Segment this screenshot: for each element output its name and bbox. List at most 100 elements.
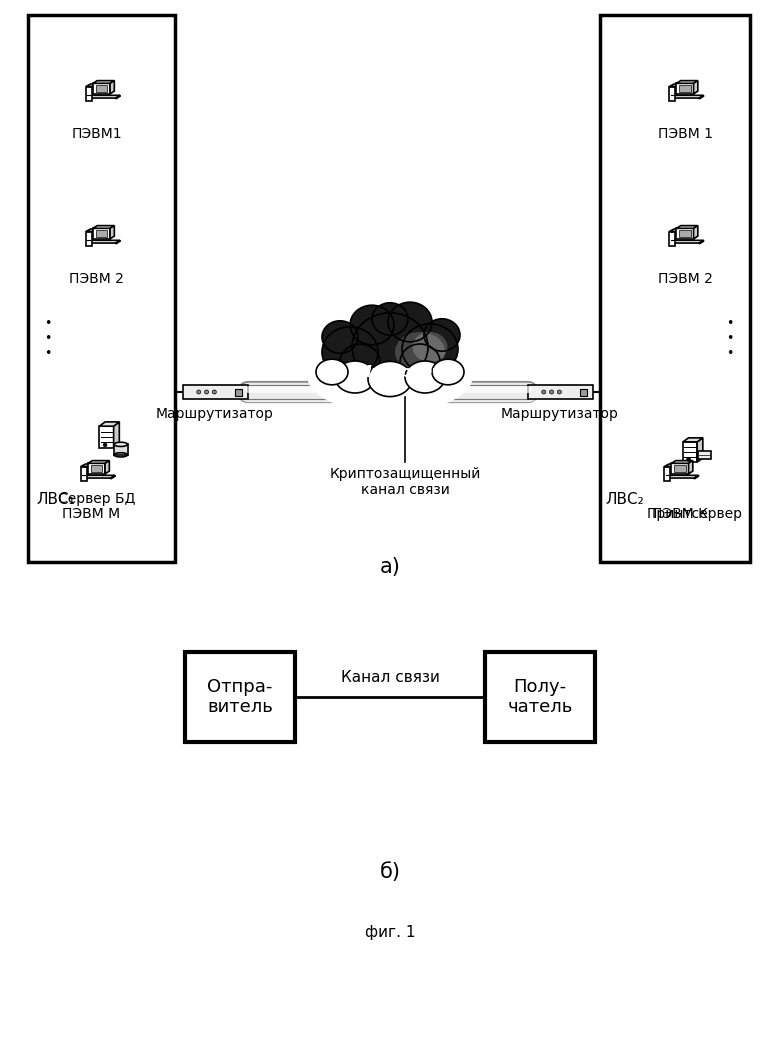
Polygon shape [93, 83, 110, 94]
Ellipse shape [368, 362, 412, 397]
Ellipse shape [350, 305, 394, 345]
Ellipse shape [316, 359, 348, 385]
Polygon shape [99, 426, 114, 448]
Polygon shape [666, 476, 699, 478]
Polygon shape [669, 231, 675, 246]
Polygon shape [689, 461, 693, 473]
Text: ПЭВМ 2: ПЭВМ 2 [69, 272, 124, 286]
Polygon shape [81, 464, 91, 466]
Polygon shape [697, 438, 703, 462]
Ellipse shape [558, 390, 562, 394]
Polygon shape [110, 225, 115, 239]
Polygon shape [105, 461, 109, 473]
Text: •
•
•: • • • [726, 317, 734, 360]
Polygon shape [86, 84, 97, 86]
Text: фиг. 1: фиг. 1 [365, 925, 415, 939]
FancyBboxPatch shape [114, 444, 127, 454]
Ellipse shape [307, 341, 473, 413]
Polygon shape [82, 476, 115, 478]
Ellipse shape [405, 361, 445, 393]
Polygon shape [115, 96, 120, 99]
Polygon shape [679, 229, 691, 238]
Ellipse shape [424, 319, 460, 351]
Ellipse shape [542, 390, 546, 394]
Polygon shape [672, 463, 689, 473]
Text: б): б) [380, 862, 400, 882]
Ellipse shape [103, 443, 107, 447]
Polygon shape [674, 465, 686, 472]
Polygon shape [693, 81, 698, 94]
Polygon shape [676, 228, 693, 239]
Text: Маршрутизатор: Маршрутизатор [501, 407, 619, 421]
Ellipse shape [197, 390, 200, 394]
Polygon shape [86, 86, 92, 101]
Ellipse shape [204, 390, 208, 394]
Ellipse shape [114, 442, 127, 446]
Ellipse shape [322, 327, 378, 378]
Polygon shape [669, 84, 680, 86]
Polygon shape [671, 96, 704, 98]
FancyBboxPatch shape [485, 652, 595, 742]
Polygon shape [699, 240, 704, 244]
Polygon shape [88, 463, 105, 473]
Polygon shape [682, 442, 697, 462]
Ellipse shape [400, 344, 440, 380]
Polygon shape [665, 466, 670, 481]
Polygon shape [693, 225, 698, 239]
Polygon shape [676, 225, 698, 228]
Text: ПЭВМ 2: ПЭВМ 2 [658, 272, 712, 286]
Polygon shape [87, 96, 120, 98]
Ellipse shape [335, 361, 375, 393]
Polygon shape [111, 476, 115, 479]
Text: Криптозащищенный
канал связи: Криптозащищенный канал связи [329, 467, 480, 498]
Text: Интернет: Интернет [359, 364, 441, 380]
Ellipse shape [322, 321, 358, 353]
Polygon shape [93, 81, 115, 83]
FancyBboxPatch shape [183, 385, 247, 399]
Polygon shape [698, 451, 711, 460]
Ellipse shape [388, 302, 432, 342]
Text: Канал связи: Канал связи [341, 670, 439, 685]
Polygon shape [93, 225, 115, 228]
Ellipse shape [352, 312, 428, 381]
Polygon shape [96, 229, 107, 238]
Text: Отпра-
витель: Отпра- витель [207, 677, 273, 716]
Text: ЛВС₂: ЛВС₂ [605, 492, 643, 507]
Ellipse shape [395, 332, 445, 372]
Ellipse shape [212, 390, 216, 394]
Text: Маршрутизатор: Маршрутизатор [156, 407, 274, 421]
Ellipse shape [413, 332, 448, 362]
Polygon shape [87, 240, 120, 243]
Text: •
•
•: • • • [44, 317, 51, 360]
Ellipse shape [686, 458, 690, 461]
Ellipse shape [340, 344, 380, 380]
Polygon shape [110, 81, 115, 94]
Text: Принтсервер: Принтсервер [647, 507, 743, 521]
Ellipse shape [550, 390, 554, 394]
Text: ПЭВМ М: ПЭВМ М [62, 507, 121, 521]
Polygon shape [679, 85, 691, 93]
Polygon shape [99, 422, 119, 426]
Polygon shape [699, 96, 704, 99]
FancyBboxPatch shape [185, 652, 295, 742]
FancyBboxPatch shape [527, 385, 593, 399]
FancyBboxPatch shape [235, 388, 243, 396]
FancyBboxPatch shape [580, 388, 587, 396]
Text: ПЭВМ 1: ПЭВМ 1 [658, 127, 712, 141]
Polygon shape [86, 231, 92, 246]
Text: ЛВС₁: ЛВС₁ [36, 492, 75, 507]
Polygon shape [93, 228, 110, 239]
Ellipse shape [432, 359, 464, 385]
Polygon shape [90, 465, 102, 472]
Polygon shape [676, 81, 698, 83]
Polygon shape [86, 229, 97, 231]
Polygon shape [694, 476, 699, 479]
Polygon shape [96, 85, 107, 93]
Polygon shape [676, 83, 693, 94]
Text: Полу-
чатель: Полу- чатель [507, 677, 573, 716]
Polygon shape [671, 240, 704, 243]
Ellipse shape [402, 324, 458, 375]
Polygon shape [88, 461, 109, 463]
Polygon shape [672, 461, 693, 463]
Text: ПЭВМ К: ПЭВМ К [652, 507, 708, 521]
